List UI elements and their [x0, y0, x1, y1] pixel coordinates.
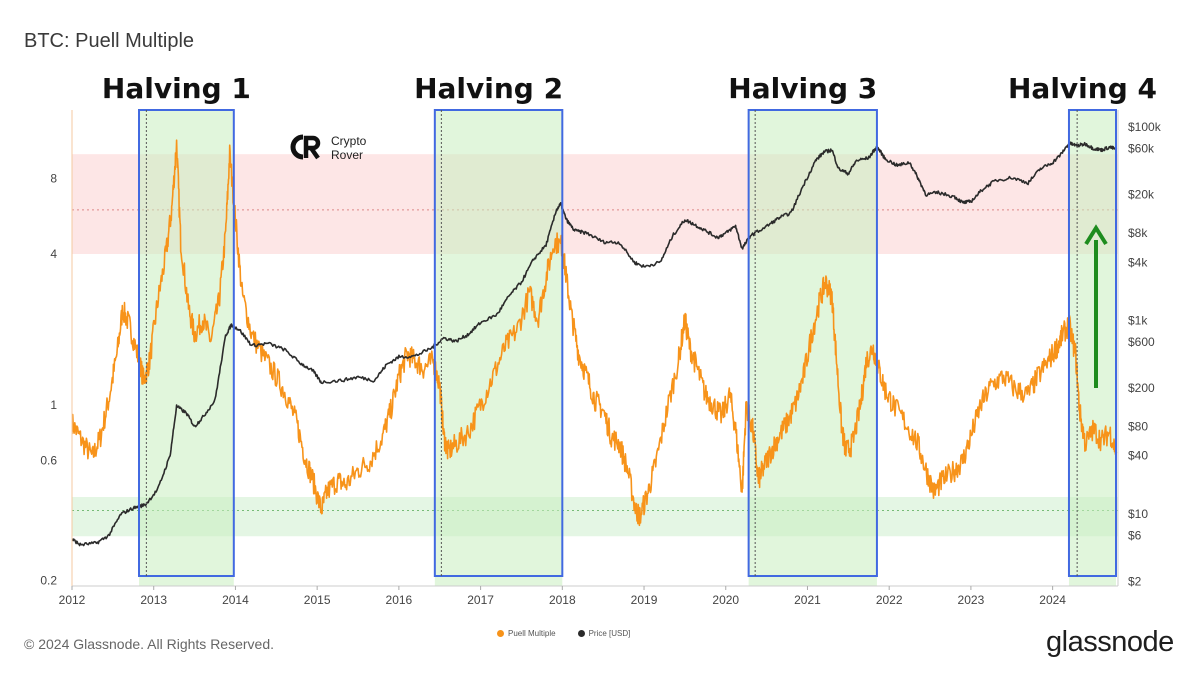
halving-2-label: Halving 2: [414, 72, 563, 105]
x-tick-label: 2012: [59, 593, 86, 607]
legend-label-puell: Puell Multiple: [508, 629, 556, 638]
x-tick-label: 2021: [794, 593, 821, 607]
copyright-text: © 2024 Glassnode. All Rights Reserved.: [24, 636, 275, 652]
y-right-tick-label: $2: [1128, 575, 1142, 589]
legend-label-price: Price [USD]: [588, 629, 631, 638]
halving-3-box: [747, 109, 878, 577]
green-zone-band: [72, 497, 1118, 537]
halving-4-box: [1067, 109, 1117, 577]
watermark-line1: Crypto: [331, 134, 367, 148]
x-tick-label: 2018: [549, 593, 576, 607]
y-right-tick-label: $80: [1128, 420, 1148, 434]
halving-3-label: Halving 3: [728, 72, 877, 105]
y-right-tick-label: $10: [1128, 507, 1148, 521]
y-right-tick-label: $40: [1128, 449, 1148, 463]
x-tick-label: 2020: [712, 593, 739, 607]
red-zone-band: [72, 154, 1118, 255]
y-left-tick-label: 1: [50, 398, 57, 412]
halving-2-fill: [434, 110, 563, 586]
y-left-tick-label: 8: [50, 171, 57, 185]
x-tick-label: 2024: [1039, 593, 1066, 607]
halving-4-label: Halving 4: [1008, 72, 1157, 105]
halving-1-box: [138, 109, 235, 577]
halving-1-fill: [139, 110, 234, 586]
halving-3-fill: [748, 110, 877, 586]
watermark-line2: Rover: [331, 148, 363, 162]
x-tick-label: 2022: [876, 593, 903, 607]
y-right-tick-label: $60k: [1128, 141, 1155, 155]
y-right-tick-label: $6: [1128, 528, 1142, 542]
y-right-tick-label: $200: [1128, 381, 1155, 395]
x-tick-label: 2015: [304, 593, 331, 607]
x-tick-label: 2016: [386, 593, 413, 607]
y-right-tick-label: $1k: [1128, 313, 1148, 327]
x-tick-label: 2023: [958, 593, 985, 607]
y-right-tick-label: $600: [1128, 335, 1155, 349]
halving-2-box: [433, 109, 564, 577]
crypto-rover-logo-icon: [290, 134, 321, 160]
y-right-tick-label: $8k: [1128, 226, 1148, 240]
crypto-rover-watermark: Crypto Rover: [290, 134, 367, 162]
y-right-tick-label: $4k: [1128, 255, 1148, 269]
y-left-tick-label: 0.6: [40, 454, 57, 468]
legend-dot-price: [577, 630, 585, 637]
legend: Puell Multiple Price [USD]: [497, 629, 630, 638]
glassnode-logo: glassnode: [1046, 626, 1174, 658]
chart-title: BTC: Puell Multiple: [24, 30, 195, 52]
legend-item-price[interactable]: Price [USD]: [577, 629, 631, 638]
x-tick-label: 2014: [222, 593, 249, 607]
x-tick-label: 2019: [631, 593, 658, 607]
series-puell-multiple-line: [72, 139, 1118, 527]
legend-item-puell[interactable]: Puell Multiple: [497, 629, 556, 638]
x-tick-label: 2013: [140, 593, 167, 607]
y-left-tick-label: 0.2: [40, 573, 57, 587]
x-tick-label: 2017: [467, 593, 494, 607]
legend-dot-puell: [497, 630, 504, 637]
halving-1-label: Halving 1: [102, 72, 251, 105]
y-right-tick-label: $20k: [1128, 188, 1155, 202]
y-right-tick-label: $100k: [1128, 120, 1162, 134]
up-arrow: [1084, 224, 1108, 388]
y-left-tick-label: 4: [50, 247, 57, 261]
